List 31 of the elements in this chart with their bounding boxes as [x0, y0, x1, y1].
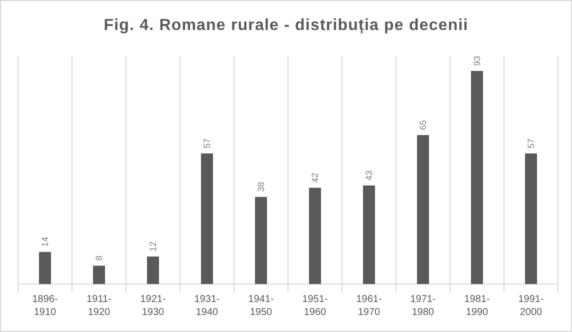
x-tick-label: 1951-1960: [302, 294, 328, 318]
data-label: 65: [418, 120, 428, 130]
bar: [471, 70, 483, 284]
bar: [363, 185, 375, 284]
data-label: 57: [526, 138, 536, 148]
x-tick-label: 1971-1980: [410, 294, 436, 318]
bar: [417, 135, 429, 284]
chart-title: Fig. 4. Romane rurale - distribuția pe decenii: [104, 17, 468, 34]
x-tick-label: 1921-1930: [140, 294, 166, 318]
x-tick-label: 1991-2000: [518, 294, 544, 318]
bar: [255, 196, 267, 284]
x-tick-label: 1981-1990: [464, 294, 490, 318]
data-label: 8: [94, 256, 104, 261]
bar: [525, 153, 537, 284]
data-label: 43: [364, 170, 374, 180]
x-tick-label: 1911-1920: [86, 294, 112, 318]
data-label: 12: [148, 241, 158, 252]
data-label: 93: [472, 56, 482, 66]
data-label: 38: [256, 182, 266, 192]
x-tick-label: 1941-1950: [248, 294, 274, 318]
x-tick-label: 1961-1970: [356, 294, 382, 318]
bar: [147, 256, 159, 284]
data-label: 42: [310, 172, 320, 183]
data-label: 14: [40, 236, 50, 247]
bar: [93, 266, 105, 284]
data-label: 57: [202, 138, 212, 148]
bar: [39, 252, 51, 284]
bar: [309, 188, 321, 284]
bar: [201, 153, 213, 284]
x-tick-label: 1931-1940: [194, 294, 220, 318]
x-tick-label: 1896-1910: [32, 294, 58, 318]
